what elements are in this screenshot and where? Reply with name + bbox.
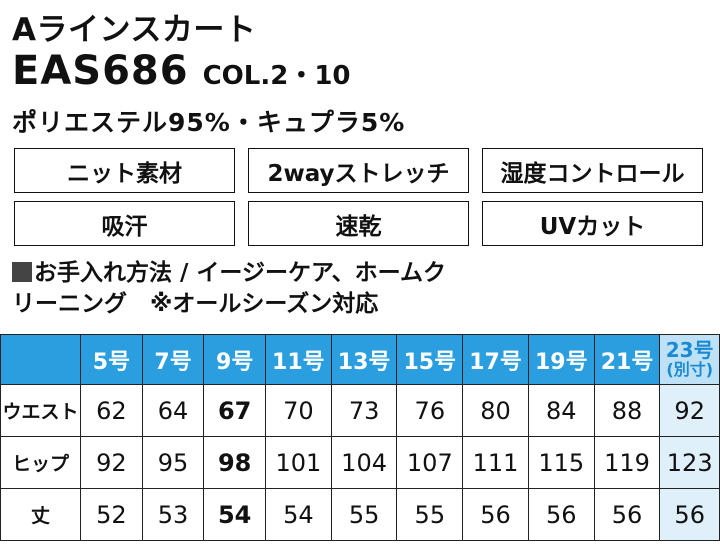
size-header-special: 23号 (別寸) <box>659 334 720 385</box>
table-cell: 56 <box>593 488 661 541</box>
table-cell: 70 <box>264 384 332 437</box>
table-row-hip: ヒップ 92 95 98 101 104 107 111 115 119 123 <box>0 436 720 489</box>
table-cell: 64 <box>141 384 205 437</box>
special-size-note: (別寸) <box>666 359 714 379</box>
care-text-1: お手入れ方法 / イージーケア、ホームク <box>34 260 446 286</box>
table-cell-special: 123 <box>659 436 720 489</box>
header-corner <box>0 334 82 385</box>
table-cell: 95 <box>141 436 205 489</box>
special-size-label: 23号 <box>665 337 714 362</box>
table-cell-special: 92 <box>659 384 720 437</box>
table-cell: 76 <box>396 384 464 437</box>
table-cell: 119 <box>593 436 661 489</box>
feature-badges: ニット素材 2wayストレッチ 湿度コントロール 吸汗 速乾 UVカット <box>14 148 712 246</box>
table-cell: 115 <box>527 436 595 489</box>
size-header: 13号 <box>330 334 398 385</box>
table-cell: 56 <box>527 488 595 541</box>
product-code: EAS686 <box>12 48 189 94</box>
table-cell: 73 <box>330 384 398 437</box>
table-cell-special: 56 <box>659 488 720 541</box>
product-code-line: EAS686 COL.2・10 <box>12 48 351 94</box>
feature-badge-absorb: 吸汗 <box>14 201 235 246</box>
table-row-waist: ウエスト 62 64 67 70 73 76 80 84 88 92 <box>0 384 720 437</box>
table-cell: 54 <box>264 488 332 541</box>
table-cell: 67 <box>203 384 266 437</box>
table-cell: 84 <box>527 384 595 437</box>
size-header: 7号 <box>141 334 205 385</box>
square-bullet-icon <box>12 262 32 282</box>
table-row-length: 丈 52 53 54 54 55 55 56 56 56 56 <box>0 488 720 541</box>
care-line-1: お手入れ方法 / イージーケア、ホームク <box>12 258 712 289</box>
table-cell: 107 <box>396 436 464 489</box>
feature-badge-quickdry: 速乾 <box>248 201 469 246</box>
size-header: 21号 <box>593 334 661 385</box>
size-header: 19号 <box>527 334 595 385</box>
size-header: 9号 <box>203 334 266 385</box>
color-options: COL.2・10 <box>202 61 351 91</box>
table-cell: 111 <box>462 436 529 489</box>
row-label: ヒップ <box>0 436 82 489</box>
table-cell: 52 <box>80 488 143 541</box>
row-label: ウエスト <box>0 384 82 437</box>
table-cell: 80 <box>462 384 529 437</box>
feature-badge-uvcut: UVカット <box>482 201 703 246</box>
table-cell: 53 <box>141 488 205 541</box>
table-cell: 62 <box>80 384 143 437</box>
size-header: 15号 <box>396 334 464 385</box>
size-header: 17号 <box>462 334 529 385</box>
product-title: Aラインスカート <box>12 12 257 48</box>
size-header: 11号 <box>264 334 332 385</box>
table-cell: 56 <box>462 488 529 541</box>
feature-badge-knit: ニット素材 <box>14 148 235 193</box>
size-header-row: 5号 7号 9号 11号 13号 15号 17号 19号 21号 23号 (別寸) <box>0 334 720 385</box>
care-instructions: お手入れ方法 / イージーケア、ホームク リーニング ※オールシーズン対応 <box>12 258 712 320</box>
feature-badge-stretch: 2wayストレッチ <box>248 148 469 193</box>
table-cell: 55 <box>330 488 398 541</box>
table-cell: 92 <box>80 436 143 489</box>
table-cell: 54 <box>203 488 266 541</box>
material-composition: ポリエステル95%・キュプラ5% <box>12 108 406 137</box>
feature-badge-humidity: 湿度コントロール <box>482 148 703 193</box>
row-label: 丈 <box>0 488 82 541</box>
size-table: 5号 7号 9号 11号 13号 15号 17号 19号 21号 23号 (別寸)… <box>0 334 720 541</box>
size-header: 5号 <box>80 334 143 385</box>
table-cell: 98 <box>203 436 266 489</box>
table-cell: 88 <box>593 384 661 437</box>
table-cell: 101 <box>264 436 332 489</box>
table-cell: 55 <box>396 488 464 541</box>
table-cell: 104 <box>330 436 398 489</box>
care-line-2: リーニング ※オールシーズン対応 <box>12 291 379 317</box>
